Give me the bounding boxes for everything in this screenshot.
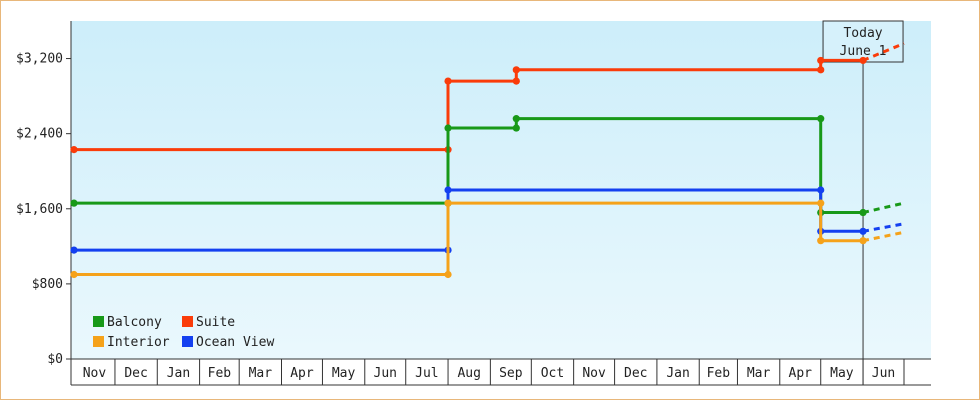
series-point-balcony <box>70 199 78 207</box>
x-tick-label: Nov <box>582 366 606 381</box>
series-point-suite <box>817 56 825 65</box>
series-point-interior <box>70 270 78 279</box>
x-tick-label: Nov <box>83 366 107 381</box>
legend-entry-balcony: Balcony <box>93 315 162 330</box>
legend-entry-suite: Suite <box>182 315 235 330</box>
series-line-ocean-view <box>74 188 863 252</box>
series-point-balcony <box>512 115 520 123</box>
legend-swatch-suite <box>182 316 193 327</box>
legend-swatch-interior <box>93 336 104 347</box>
y-tick-label: $1,600 <box>16 202 63 217</box>
y-tick-label: $800 <box>32 277 63 292</box>
today-label-line1: Today <box>843 26 882 41</box>
series-point-suite <box>512 66 520 74</box>
legend-label-ocean-view: Ocean View <box>196 335 274 350</box>
x-tick-label: Sep <box>499 366 523 381</box>
series-point-suite <box>859 56 867 65</box>
x-tick-label: Jun <box>872 366 895 381</box>
series-projection-balcony <box>862 201 905 214</box>
x-tick-label: Mar <box>249 366 273 381</box>
series-point-ocean-view <box>70 246 78 254</box>
series-point-interior <box>444 270 452 279</box>
x-tick-label: Apr <box>290 366 314 381</box>
series-point-interior <box>859 237 867 245</box>
y-tick-label: $3,200 <box>16 52 63 67</box>
x-tick-label: Jul <box>415 366 438 381</box>
x-tick-label: Oct <box>541 366 564 381</box>
series-point-interior <box>817 199 825 207</box>
series-ocean-view <box>70 186 905 254</box>
y-tick-label: $2,400 <box>16 127 63 142</box>
legend-label-interior: Interior <box>107 335 170 350</box>
series-point-interior <box>444 199 452 207</box>
series-point-ocean-view <box>859 227 867 235</box>
x-tick-label: Dec <box>124 366 147 381</box>
series-projection-ocean-view <box>862 222 905 233</box>
series-projection-interior <box>862 230 905 243</box>
x-tick-label: May <box>332 366 356 381</box>
x-tick-label: May <box>830 366 854 381</box>
series-point-interior <box>817 237 825 245</box>
series-point-suite <box>817 66 825 74</box>
series-point-balcony <box>444 124 452 132</box>
series-point-balcony <box>859 208 867 217</box>
x-tick-label: Jan <box>167 366 190 381</box>
x-tick-label: Apr <box>789 366 813 381</box>
today-label-box <box>822 20 904 63</box>
today-label-line2: June 1 <box>840 44 887 59</box>
series-point-ocean-view <box>817 186 825 194</box>
series-point-balcony <box>512 124 520 132</box>
x-tick-label: Dec <box>624 366 647 381</box>
legend-entry-interior: Interior <box>93 335 170 350</box>
x-tick-label: Aug <box>457 366 480 381</box>
x-tick-label: Jan <box>666 366 689 381</box>
legend-label-balcony: Balcony <box>107 315 162 330</box>
legend-swatch-balcony <box>93 316 104 327</box>
x-tick-label: Jun <box>374 366 397 381</box>
series-interior <box>70 199 905 279</box>
series-projection-suite <box>862 42 905 62</box>
y-tick-label: $0 <box>47 352 63 367</box>
series-point-suite <box>444 77 452 85</box>
legend-swatch-ocean-view <box>182 336 193 347</box>
series-point-suite <box>512 77 520 85</box>
legend-label-suite: Suite <box>196 315 235 330</box>
x-tick-label: Feb <box>707 366 731 381</box>
legend-entry-ocean-view: Ocean View <box>182 335 274 350</box>
x-tick-label: Feb <box>208 366 232 381</box>
series-point-ocean-view <box>444 186 452 194</box>
x-tick-label: Mar <box>747 366 771 381</box>
series-point-balcony <box>817 115 825 123</box>
series-line-interior <box>74 201 863 276</box>
series-point-suite <box>70 146 78 154</box>
